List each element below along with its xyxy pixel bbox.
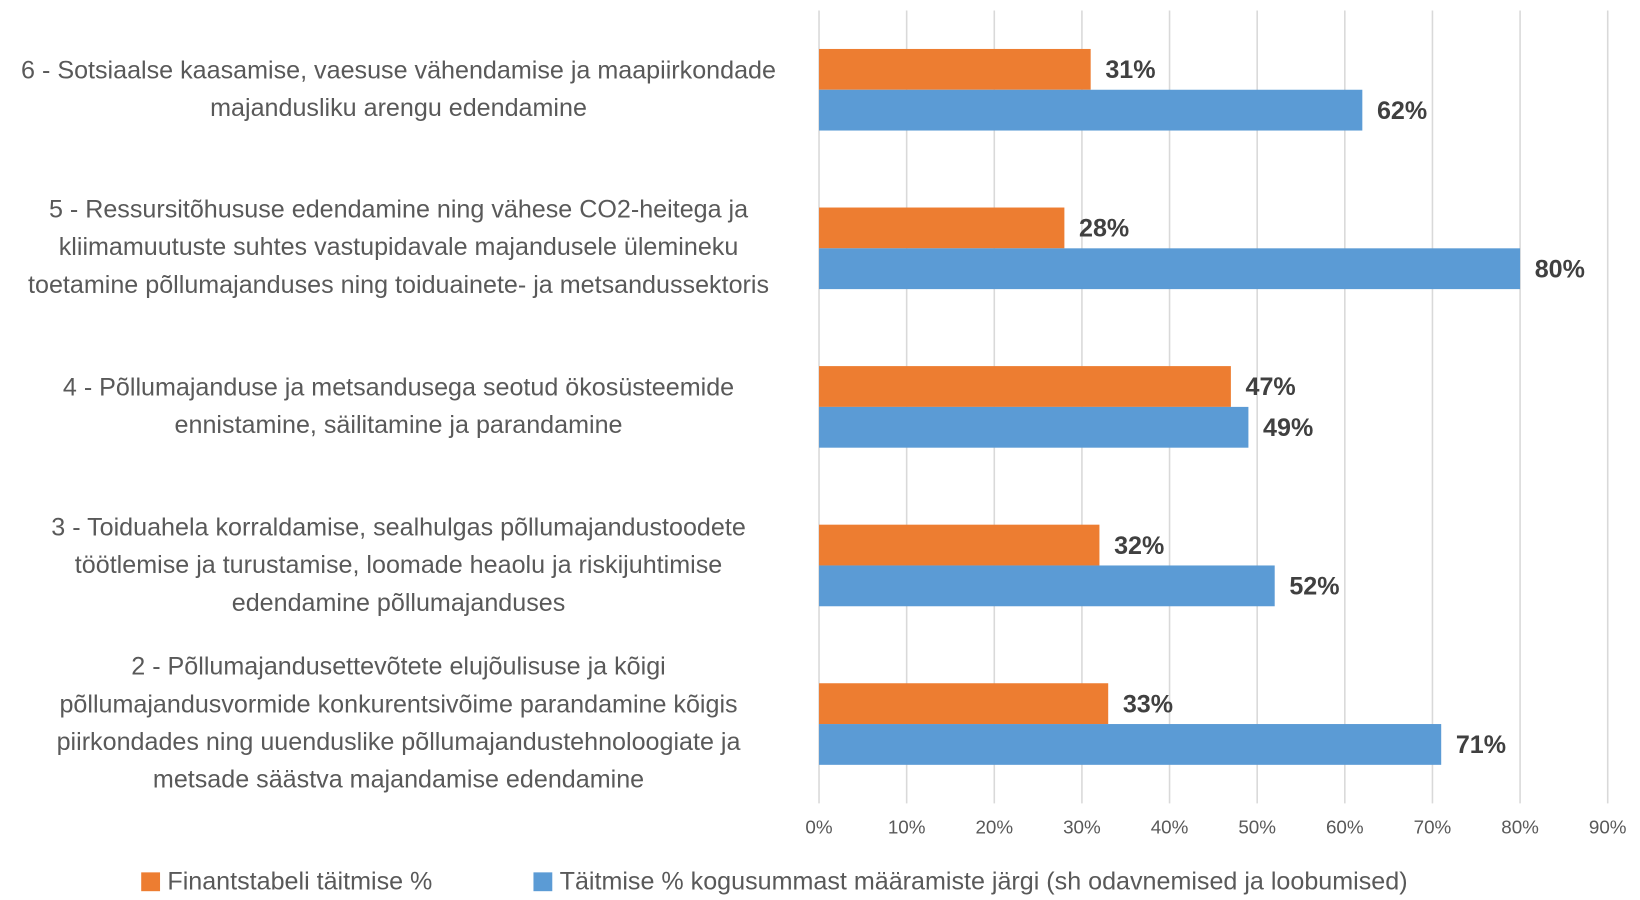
- legend-swatch: [533, 872, 553, 892]
- category-label: 5 - Ressursitõhususe edendamine ning väh…: [28, 196, 770, 300]
- bar: [819, 724, 1442, 765]
- value-label: 71%: [1456, 731, 1506, 759]
- bar: [819, 48, 1091, 90]
- x-tick-label: 30%: [1063, 816, 1101, 837]
- legend-label: Finantstabeli täitmise %: [167, 867, 432, 895]
- x-tick-label: 70%: [1414, 816, 1452, 837]
- category-label: 2 - Põllumajandusettevõtete elujõulisuse…: [56, 652, 741, 795]
- x-tick-label: 80%: [1501, 816, 1539, 837]
- x-tick-label: 10%: [888, 816, 926, 837]
- value-label: 49%: [1263, 414, 1313, 442]
- category-label: 3 - Toiduahela korraldamise, sealhulgas …: [51, 513, 746, 617]
- category-text: 5 - Ressursitõhususe edendamine ning väh…: [28, 196, 770, 300]
- value-label: 32%: [1114, 532, 1164, 560]
- legend-label: Täitmise % kogusummast määramiste järgi …: [560, 867, 1408, 895]
- x-tick-label: 20%: [975, 816, 1013, 837]
- bar: [819, 565, 1275, 607]
- category-text: 4 - Põllumajanduse ja metsandusega seotu…: [62, 373, 735, 440]
- value-label: 47%: [1246, 373, 1296, 401]
- x-tick-label: 90%: [1589, 816, 1627, 837]
- bar: [819, 207, 1065, 249]
- value-label: 52%: [1289, 573, 1339, 601]
- value-label: 28%: [1079, 215, 1129, 243]
- x-tick-label: 50%: [1238, 816, 1276, 837]
- value-label: 62%: [1377, 97, 1427, 125]
- x-tick-label: 60%: [1326, 816, 1364, 837]
- value-label: 31%: [1105, 56, 1155, 84]
- bar: [819, 89, 1363, 131]
- x-tick-label: 40%: [1151, 816, 1189, 837]
- category-label: 6 - Sotsiaalse kaasamise, vaesuse vähend…: [21, 56, 776, 123]
- bar: [819, 524, 1100, 566]
- category-text: 2 - Põllumajandusettevõtete elujõulisuse…: [56, 652, 741, 795]
- bar: [819, 366, 1231, 407]
- plot: 0% 10% 20% 30% 40% 50% 60% 70% 80% 90% 6 - Sotsiaa…: [21, 10, 1627, 895]
- x-tick-label: 0%: [805, 816, 832, 837]
- bar: [819, 248, 1521, 290]
- category-text: 6 - Sotsiaalse kaasamise, vaesuse vähend…: [21, 56, 776, 123]
- bar: [819, 683, 1109, 725]
- bar: [819, 406, 1249, 448]
- value-label: 80%: [1535, 255, 1585, 283]
- value-label: 33%: [1123, 690, 1173, 718]
- category-text: 3 - Toiduahela korraldamise, sealhulgas …: [51, 513, 746, 617]
- legend-swatch: [141, 872, 161, 892]
- category-label: 4 - Põllumajanduse ja metsandusega seotu…: [62, 373, 735, 440]
